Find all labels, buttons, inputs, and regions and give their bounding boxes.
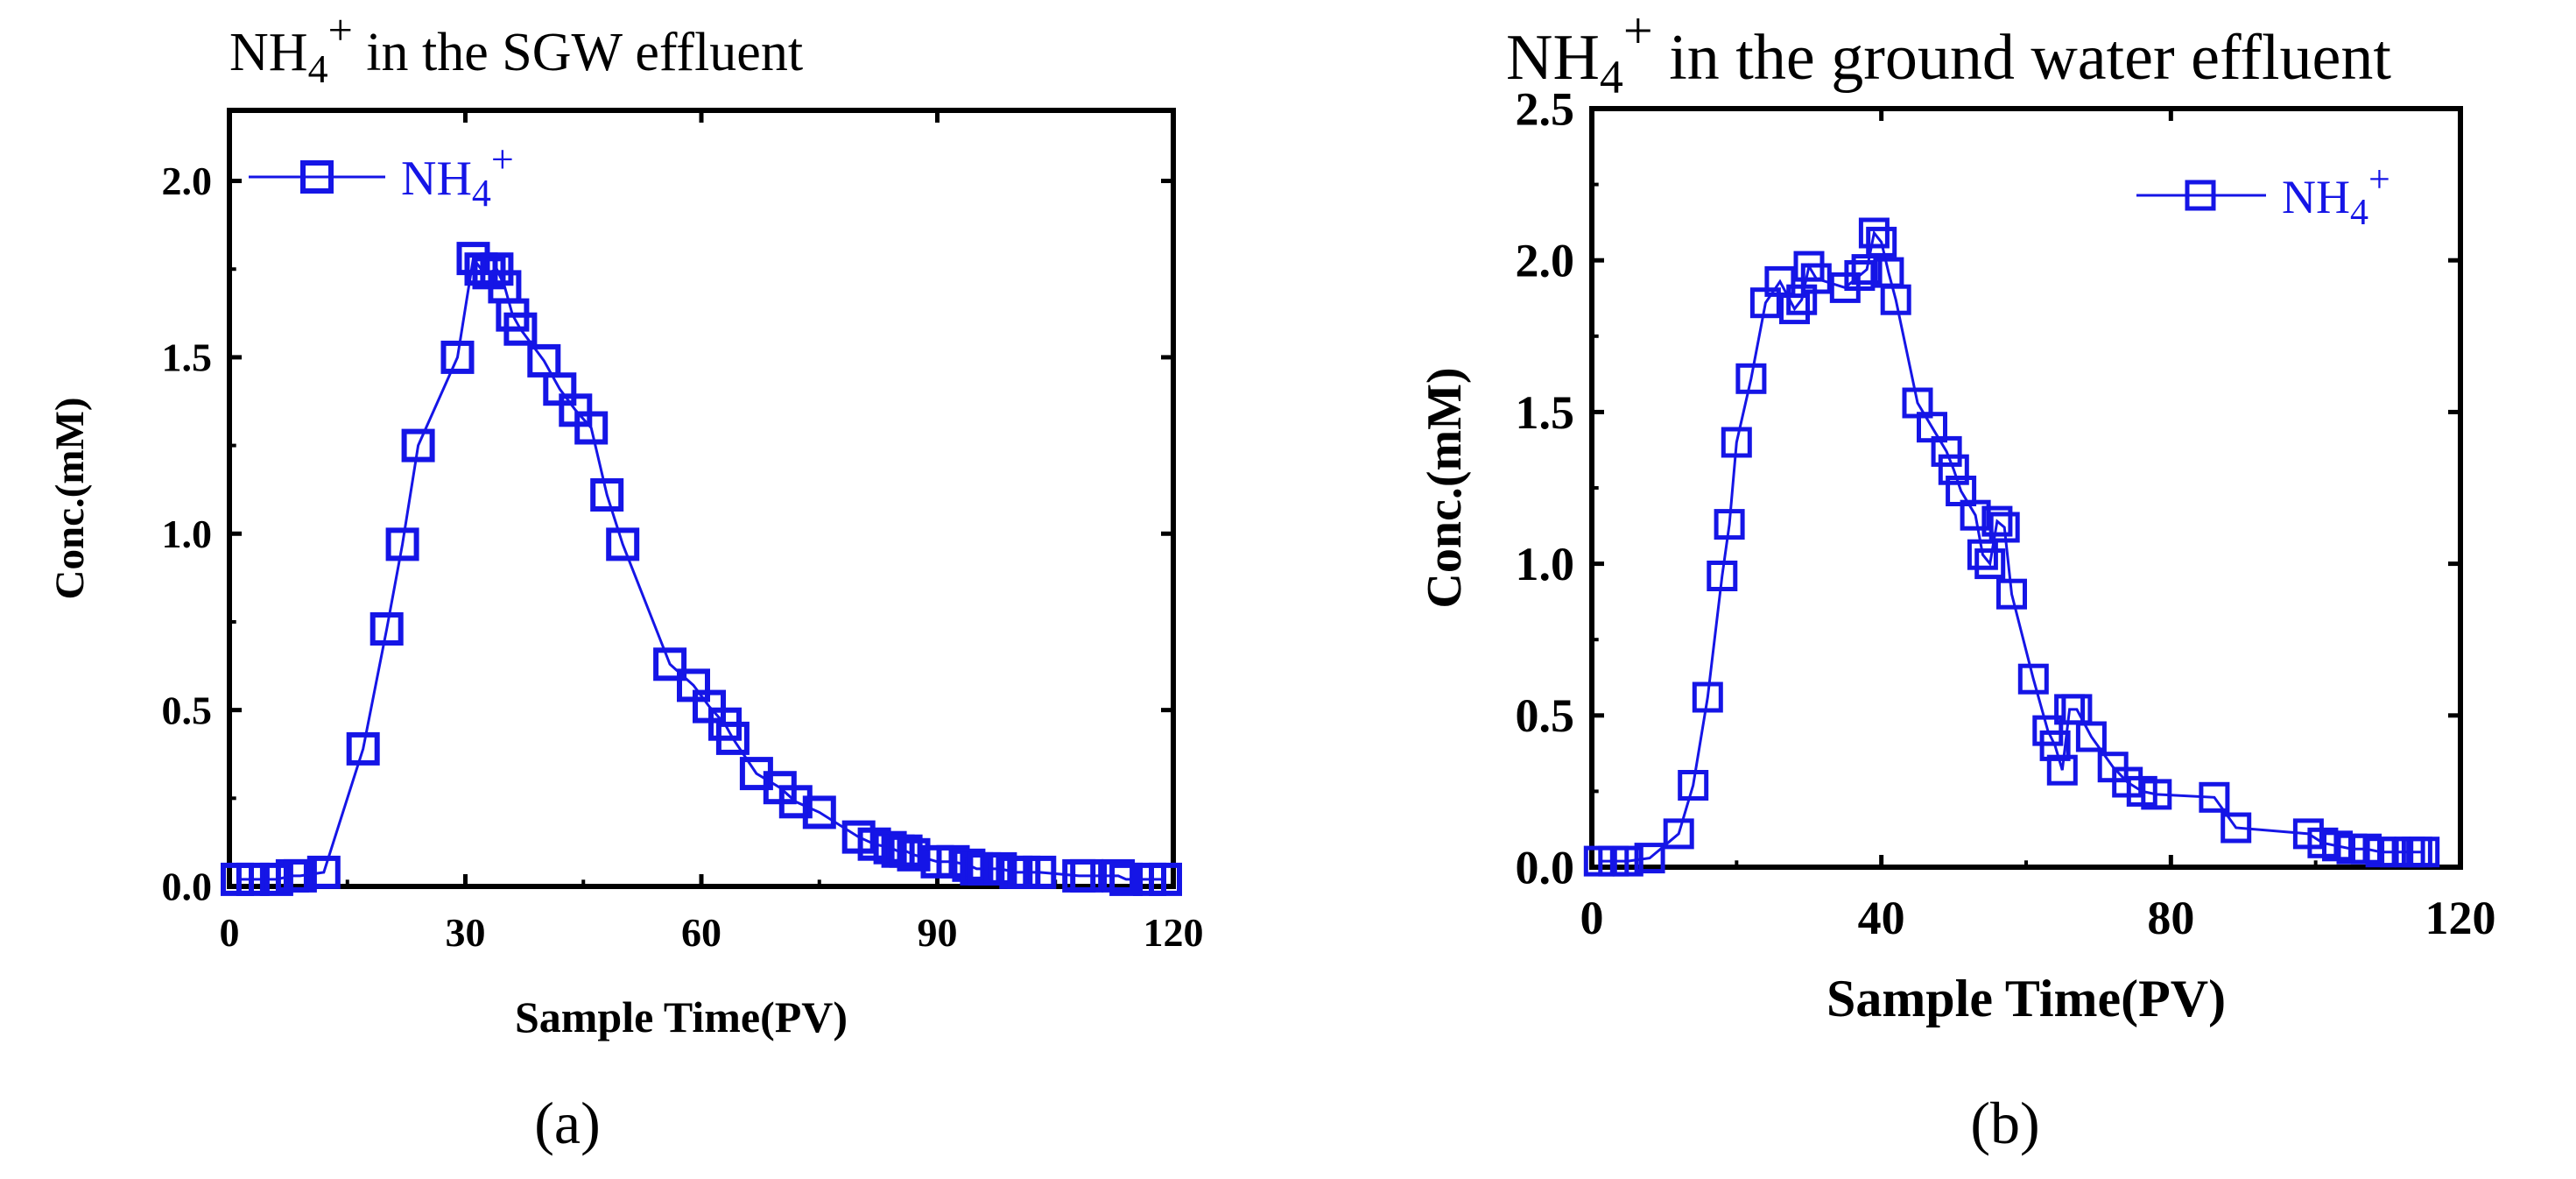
chart-b-data-point (1858, 217, 1890, 249)
chart-a-y-tick-label: 1.0 (162, 512, 213, 556)
chart-a-data-point (715, 721, 750, 755)
chart-a-x-tick-label: 90 (918, 910, 958, 955)
chart-b-data-point (1880, 284, 1911, 315)
chart-a-legend-marker (300, 160, 334, 194)
chart-a-y-tick-label: 2.0 (162, 159, 213, 203)
chart-a-y-axis-label: Conc.(mM) (47, 397, 93, 599)
chart-a-data-point (306, 855, 341, 889)
chart-b-data-point (2199, 781, 2230, 813)
chart-b-x-tick-label: 120 (2425, 892, 2496, 944)
chart-a-data-point (606, 527, 640, 561)
chart-a-data-point (503, 312, 538, 346)
chart-a-data-point (897, 837, 931, 872)
chart-a-panel-label: (a) (534, 1090, 600, 1156)
chart-b-series-markers (1583, 217, 2440, 877)
chart-a-legend: NH4+ (249, 137, 514, 215)
chart-b-title: NH4+ in the ground water effluent (1506, 2, 2391, 103)
chart-a-data-point (574, 411, 609, 445)
chart-b-data-point (1721, 427, 1752, 458)
chart-b-data-point (1931, 435, 1962, 467)
chart-a-data-point (653, 647, 687, 681)
chart-b-data-point (1634, 843, 1665, 874)
chart-a-y-tick-label: 1.5 (162, 335, 213, 380)
chart-b-legend-marker (2185, 180, 2216, 211)
chart-a-data-point (1023, 855, 1057, 889)
chart-b-data-point (1938, 454, 1969, 485)
chart-b-x-tick-label: 80 (2147, 892, 2194, 944)
chart-a-data-point (480, 252, 514, 286)
chart-b-data-point (1779, 293, 1810, 325)
chart-b-x-ticks: 0 40 80 120 (1580, 109, 2496, 944)
chart-b-data-point (2046, 754, 2078, 786)
chart-b-data-point (1996, 578, 2027, 610)
chart-b-data-point (1692, 681, 1723, 713)
chart-b-y-tick-label: 1.0 (1516, 538, 1575, 590)
chart-a-data-point (370, 612, 404, 646)
chart-b-data-point (1663, 818, 1694, 850)
chart-a-data-point (236, 862, 270, 896)
chart-b-x-axis-label: Sample Time(PV) (1826, 970, 2226, 1027)
chart-a-x-tick-label: 30 (446, 910, 486, 955)
chart-a-legend-label: NH4+ (401, 137, 514, 215)
chart-b-x-tick-label: 40 (1858, 892, 1905, 944)
chart-b-data-point (2017, 663, 2049, 695)
chart-a-data-point (889, 834, 923, 868)
chart-b-y-axis-label: Conc.(mM) (1418, 367, 1472, 608)
chart-a-y-tick-label: 0.5 (162, 688, 213, 732)
chart-b-y-tick-label: 0.5 (1516, 689, 1575, 742)
chart-b-data-point (2075, 721, 2107, 752)
chart-a-title: NH4+ in the SGW effluent (229, 5, 803, 91)
chart-b-data-point (2221, 812, 2252, 844)
chart-a-data-point (1149, 862, 1182, 896)
chart-b-panel-label: (b) (1970, 1090, 2039, 1156)
chart-b-data-point (1612, 845, 1643, 877)
chart-a-data-point (1101, 858, 1136, 893)
chart-b-y-tick-label: 2.5 (1516, 82, 1575, 135)
chart-a-y-ticks: 0.0 0.5 1.0 1.5 2.0 (162, 159, 1173, 909)
chart-a-x-ticks: 0 30 60 90 120 (220, 110, 1204, 955)
chart-b-legend: NH4+ (2136, 158, 2390, 233)
chart-b-data-point (1707, 561, 1738, 591)
chart-b-data-point (1974, 548, 2006, 580)
chart-b-data-point (1967, 539, 1998, 570)
chart-b-data-point (1678, 770, 1709, 801)
chart-b-data-point (1866, 226, 1897, 258)
chart-a-data-point (1109, 862, 1144, 896)
chart-b-data-point (1844, 260, 1876, 291)
chart-b-data-point (1981, 505, 2013, 537)
chart-a-x-tick-label: 120 (1144, 910, 1204, 955)
chart-b-legend-label: NH4+ (2282, 158, 2390, 233)
chart-b-x-tick-label: 0 (1580, 892, 1604, 944)
chart-a-data-point (590, 478, 624, 512)
chart-b: NH4+ in the ground water effluent 0.0 0.5… (1418, 2, 2496, 1156)
chart-a-y-tick-label: 0.0 (162, 865, 213, 909)
chart-a-data-point (440, 340, 475, 374)
chart-b-data-point (1960, 499, 1991, 531)
chart-b-y-tick-label: 1.5 (1516, 386, 1575, 439)
chart-a-x-tick-label: 60 (681, 910, 721, 955)
chart-a-x-tick-label: 0 (220, 910, 240, 955)
chart-b-y-tick-label: 0.0 (1516, 841, 1575, 893)
chart-a-data-point (385, 527, 419, 561)
chart-b-data-point (1988, 512, 2020, 543)
chart-a-data-point (401, 428, 435, 462)
chart-b-data-point (1735, 363, 1767, 394)
chart-a-data-point (802, 795, 836, 830)
chart-b-data-point (1800, 263, 1832, 294)
chart-a-data-point (778, 785, 813, 819)
chart-a-data-point (346, 731, 380, 766)
chart-b-y-tick-label: 2.0 (1516, 235, 1575, 287)
chart-a-data-point (1070, 858, 1104, 893)
chart-a-data-point (283, 858, 317, 893)
chart-a-x-axis-label: Sample Time(PV) (515, 992, 848, 1041)
chart-b-data-point (2141, 779, 2172, 810)
chart-b-data-point (1714, 509, 1745, 540)
chart-b-data-point (2409, 837, 2440, 868)
chart-a-series-markers (221, 242, 1182, 896)
chart-a: NH4+ in the SGW effluent 0.0 0.5 1.0 1.5 2.0… (47, 5, 1204, 1156)
